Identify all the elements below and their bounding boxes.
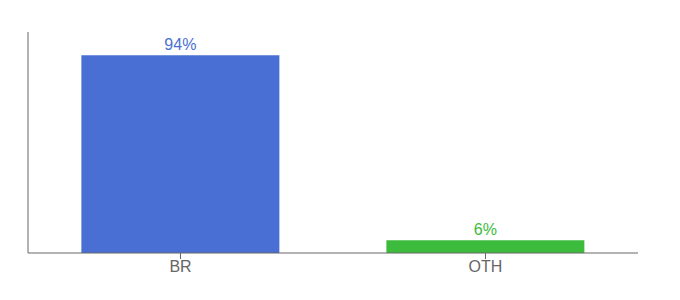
svg-text:94%: 94% — [164, 36, 196, 53]
svg-text:6%: 6% — [474, 221, 497, 238]
svg-text:BR: BR — [169, 258, 191, 275]
svg-text:OTH: OTH — [469, 258, 503, 275]
